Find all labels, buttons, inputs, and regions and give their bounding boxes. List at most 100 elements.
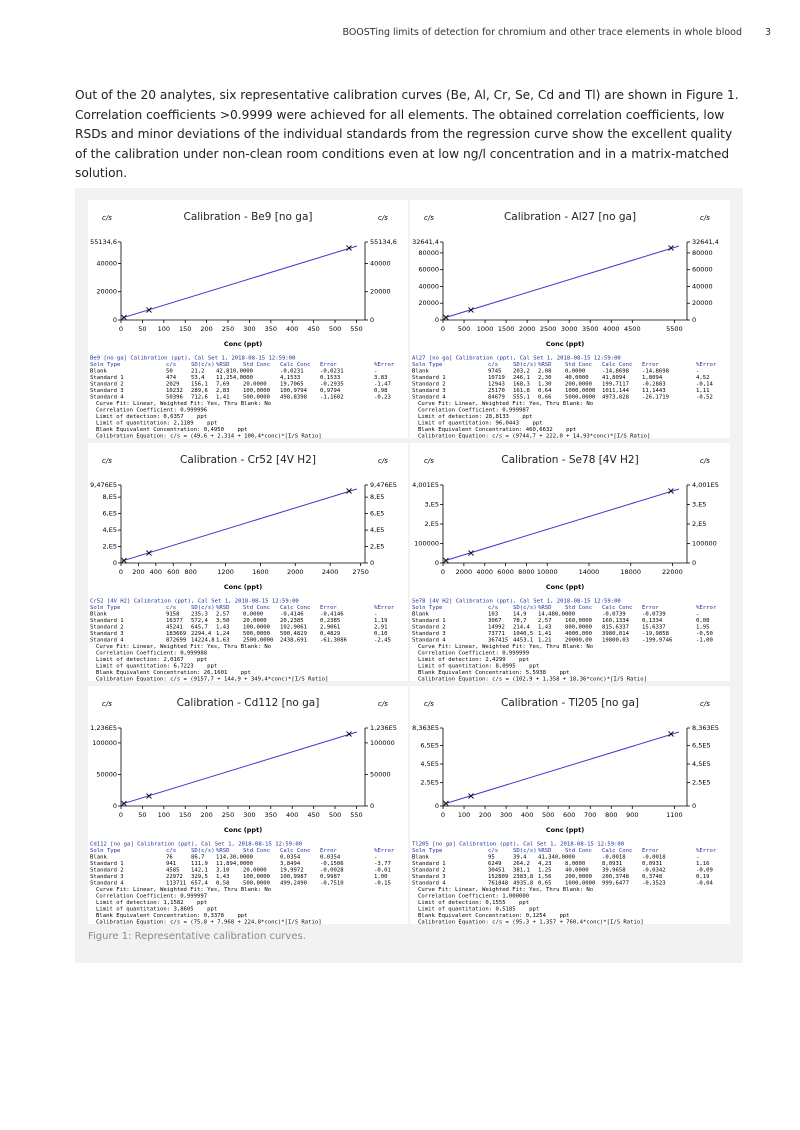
report-cell: 14224,8	[191, 638, 215, 644]
report-cell: 474	[166, 375, 177, 381]
report-cell: -1,1602	[320, 395, 344, 401]
x-tick-label: 350	[265, 325, 277, 333]
y-tick-label: 20000	[96, 288, 117, 296]
report-note: Limit of detection: 2,4299 ppt	[418, 657, 529, 663]
report-column: Error	[642, 605, 659, 611]
report-cell: 0,1334	[642, 618, 663, 624]
report-cell: 160,0000	[565, 618, 592, 624]
report-column: %Error	[374, 605, 395, 611]
report-cell: 25170	[488, 388, 505, 394]
report-note: Curve Fit: Linear, Weighted Fit: Yes, Th…	[96, 401, 271, 407]
x-tick-label: 900	[626, 811, 638, 819]
y-tick-label: 100000	[692, 540, 717, 548]
report-column: %RSD	[216, 362, 230, 368]
report-cell: 21,2	[191, 369, 204, 375]
report-cell: 1000,0000	[565, 881, 595, 887]
report-cell: 103	[488, 612, 498, 618]
report-column: c/s	[488, 605, 498, 611]
report-cell: 2,57	[538, 618, 551, 624]
y-unit-right: c/s	[378, 700, 388, 708]
x-tick-label: 1000	[477, 325, 494, 333]
x-tick-label: 100	[458, 811, 470, 819]
calibration-marker	[146, 550, 152, 556]
x-tick-label: 0	[119, 811, 123, 819]
report-cell: Standard 1	[90, 618, 124, 624]
report-cell: 1000,0000	[565, 388, 595, 394]
report-cell: -0,0018	[642, 855, 666, 861]
report-cell: 160,1334	[602, 618, 630, 624]
x-tick-label: 250	[222, 325, 234, 333]
y-tick-label: 3,E5	[425, 501, 439, 509]
report-header: Se78 [4V H2] Calibration (ppt), Cal Set …	[412, 599, 621, 605]
x-tick-label: 22000	[662, 568, 683, 576]
report-cell: 1,56	[538, 874, 551, 880]
y-max-label: 8,363E5	[412, 724, 439, 732]
panel-background	[88, 443, 408, 681]
y-max-label: 55134,6	[90, 238, 117, 246]
report-cell: 0,9794	[320, 388, 341, 394]
report-note: Calibration Equation: c/s = (102,9 + 1,3…	[418, 677, 647, 683]
calibration-marker	[443, 557, 449, 564]
panel-background	[410, 686, 730, 924]
report-cell: 2294,4	[191, 631, 212, 637]
report-cell: -0,2935	[320, 382, 344, 388]
report-note: Limit of quantitation: 0,5185 ppt	[418, 907, 539, 913]
report-cell: 50	[166, 369, 173, 375]
report-note: Limit of quantitation: 96,0443 ppt	[418, 421, 543, 427]
x-tick-label: 400	[286, 325, 298, 333]
report-cell: Standard 1	[412, 375, 446, 381]
report-cell: 3,83	[374, 375, 387, 381]
y-unit-left: c/s	[102, 700, 112, 708]
figure-caption: Figure 1: Representative calibration cur…	[88, 931, 306, 942]
running-title: BOOSTing limits of detection for chromiu…	[342, 27, 742, 38]
report-cell: 1,43	[216, 874, 229, 880]
x-tick-label: 500	[458, 325, 470, 333]
report-cell: 161,8	[513, 388, 530, 394]
report-cell: 0,19	[696, 874, 709, 880]
calibration-marker	[443, 800, 449, 807]
plot-title: Calibration - Tl205 [no ga]	[501, 697, 639, 709]
report-cell: 2,91	[374, 625, 387, 631]
report-column: %Error	[696, 362, 717, 368]
report-column: %RSD	[538, 605, 552, 611]
y-tick-label: 40000	[418, 282, 439, 290]
x-tick-label: 50	[138, 325, 146, 333]
x-tick-label: 400	[150, 568, 162, 576]
x-tick-label: 300	[500, 811, 512, 819]
report-cell: 14,480,0000	[538, 612, 575, 618]
y-max-label: 9,476E5	[370, 481, 397, 489]
report-note: Calibration Equation: c/s = (75,8 + 7,96…	[96, 920, 322, 926]
y-tick-label: 80000	[692, 249, 713, 257]
report-cell: -0,50	[696, 631, 713, 637]
x-tick-label: 450	[307, 325, 319, 333]
report-column: Calc Conc	[280, 848, 310, 854]
x-axis-label: Conc (ppt)	[224, 583, 262, 591]
x-axis-label: Conc (ppt)	[546, 583, 584, 591]
report-cell: -0,2883	[642, 382, 666, 388]
report-cell: 0,1533	[320, 375, 340, 381]
x-tick-label: 3000	[561, 325, 578, 333]
report-column: %RSD	[538, 848, 552, 854]
report-cell: 4000,000	[565, 631, 592, 637]
y-max-label: 55134,6	[370, 238, 397, 246]
calibration-marker	[468, 307, 474, 313]
x-tick-label: 10000	[537, 568, 558, 576]
panel-background	[88, 686, 408, 924]
report-note: Limit of quantitation: 2,1189 ppt	[96, 421, 217, 427]
report-column: Std Conc	[243, 848, 270, 854]
report-cell: 0,64	[538, 388, 552, 394]
report-note: Blank Equivalent Concentration: 5,5938 p…	[418, 670, 570, 676]
report-cell: 0,66	[538, 395, 551, 401]
report-column: %RSD	[538, 362, 552, 368]
y-unit-left: c/s	[424, 700, 434, 708]
page-number: 3	[765, 27, 772, 38]
y-max-label: 32641,4	[692, 238, 719, 246]
x-tick-label: 4500	[624, 325, 641, 333]
report-cell: 761848	[488, 881, 509, 887]
report-note: Correlation Coefficient: 0,999988	[96, 651, 208, 657]
x-tick-label: 500	[329, 811, 341, 819]
report-cell: 156,1	[191, 382, 208, 388]
report-note: Blank Equivalent Concentration: 0,1254 p…	[418, 913, 570, 919]
y-tick-label: 4,E5	[370, 526, 384, 534]
y-tick-label: 8,E5	[103, 493, 117, 501]
